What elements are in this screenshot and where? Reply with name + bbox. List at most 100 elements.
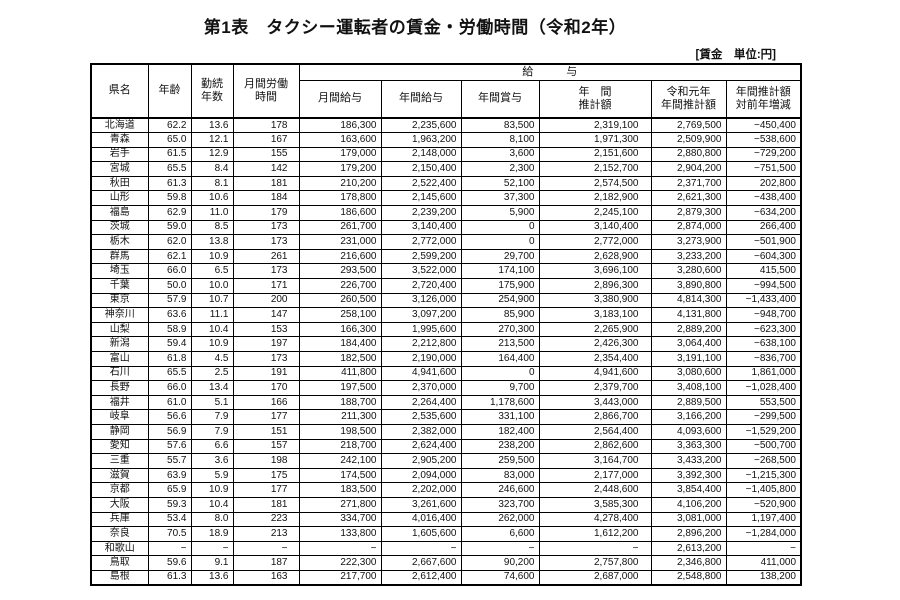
cell-estimate: 2,862,600	[538, 438, 652, 455]
cell-estimate: 2,319,100	[538, 117, 652, 134]
cell-age: 62.9	[147, 205, 192, 221]
col-header-tenure: 勤続 年数	[190, 63, 234, 119]
cell-hours: 177	[232, 482, 300, 498]
cell-monthly: 186,600	[298, 205, 382, 221]
cell-tenure: 10.4	[190, 496, 234, 513]
cell-annual: 2,612,400	[380, 569, 462, 586]
cell-monthly: −	[298, 540, 382, 557]
cell-estimate: 2,866,700	[538, 409, 652, 425]
cell-bonus: 182,400	[460, 423, 540, 440]
cell-tenure: 13.6	[190, 569, 234, 586]
cell-estimate: 3,443,000	[538, 394, 652, 411]
cell-hours: 181	[232, 175, 300, 192]
cell-yoy: −1,028,400	[725, 380, 802, 396]
cell-hours: 187	[232, 555, 300, 571]
cell-age: 62.1	[147, 248, 192, 265]
cell-yoy: −638,100	[725, 336, 802, 352]
cell-monthly: 216,600	[298, 248, 382, 265]
table-header: 県名 年齢 勤続 年数 月間労働 時間 給 与 月間給与 年間給与 年間賞与 年…	[90, 63, 802, 119]
cell-annual: 2,772,000	[380, 234, 462, 250]
cell-prev_estimate: 3,392,300	[650, 467, 727, 484]
cell-tenure: 12.9	[190, 146, 234, 163]
table-row: 奈良 70.5 18.9 213 133,800 1,605,600 6,600 1,612,…	[90, 526, 802, 542]
cell-prev_estimate: 4,131,800	[650, 307, 727, 323]
cell-estimate: 4,941,600	[538, 365, 652, 382]
cell-pref: 長野	[90, 380, 149, 396]
cell-annual: 3,261,600	[380, 496, 462, 513]
cell-hours: 191	[232, 365, 300, 382]
cell-annual: 2,624,400	[380, 438, 462, 455]
header-group-row: 県名 年齢 勤続 年数 月間労働 時間 給 与	[90, 63, 802, 119]
cell-tenure: 8.1	[190, 175, 234, 192]
cell-hours: 198	[232, 453, 300, 469]
cell-annual: 2,382,000	[380, 423, 462, 440]
cell-age: 65.5	[147, 161, 192, 177]
cell-estimate: 2,574,500	[538, 175, 652, 192]
cell-bonus: 74,600	[460, 569, 540, 586]
cell-hours: 173	[232, 263, 300, 280]
cell-estimate: 2,151,600	[538, 146, 652, 163]
col-header-yoy-change: 年間推計額 対前年増減	[725, 80, 802, 119]
cell-bonus: −	[460, 540, 540, 557]
cell-pref: 群馬	[90, 248, 149, 265]
cell-annual: 2,235,600	[380, 117, 462, 134]
cell-annual: 2,370,000	[380, 380, 462, 396]
cell-prev_estimate: 2,880,800	[650, 146, 727, 163]
cell-age: 65.5	[147, 365, 192, 382]
cell-tenure: 10.9	[190, 482, 234, 498]
cell-pref: 三重	[90, 453, 149, 469]
cell-bonus: 9,700	[460, 380, 540, 396]
cell-monthly: 184,400	[298, 336, 382, 352]
cell-monthly: 261,700	[298, 219, 382, 236]
cell-age: 59.8	[147, 190, 192, 207]
cell-prev_estimate: 3,233,200	[650, 248, 727, 265]
cell-prev_estimate: 3,064,400	[650, 336, 727, 352]
cell-pref: 山形	[90, 190, 149, 207]
cell-yoy: −994,500	[725, 278, 802, 294]
table-row: 島根 61.3 13.6 163 217,700 2,612,400 74,600 2,687…	[90, 569, 802, 586]
cell-prev_estimate: 2,896,200	[650, 526, 727, 542]
cell-pref: 大阪	[90, 496, 149, 513]
cell-yoy: −538,600	[725, 132, 802, 148]
col-group-salary: 給 与	[298, 63, 802, 81]
cell-yoy: −1,405,800	[725, 482, 802, 498]
cell-hours: 173	[232, 234, 300, 250]
cell-hours: 177	[232, 409, 300, 425]
cell-tenure: 11.1	[190, 307, 234, 323]
cell-estimate: 3,696,100	[538, 263, 652, 280]
cell-tenure: 7.9	[190, 409, 234, 425]
cell-estimate: 2,628,900	[538, 248, 652, 265]
cell-hours: 151	[232, 423, 300, 440]
cell-monthly: 211,300	[298, 409, 382, 425]
table-row: 滋賀 63.9 5.9 175 174,500 2,094,000 83,000 2,177,…	[90, 467, 802, 484]
cell-pref: 福島	[90, 205, 149, 221]
cell-hours: 223	[232, 511, 300, 528]
cell-estimate: 2,182,900	[538, 190, 652, 207]
table-row: 北海道 62.2 13.6 178 186,300 2,235,600 83,500 2,31…	[90, 117, 802, 134]
col-header-prefecture: 県名	[90, 63, 149, 119]
cell-pref: 京都	[90, 482, 149, 498]
cell-pref: 静岡	[90, 423, 149, 440]
table-row: 岐阜 56.6 7.9 177 211,300 2,535,600 331,100 2,866…	[90, 409, 802, 425]
cell-monthly: 197,500	[298, 380, 382, 396]
table-row: 三重 55.7 3.6 198 242,100 2,905,200 259,500 3,164…	[90, 453, 802, 469]
cell-pref: 和歌山	[90, 540, 149, 557]
cell-tenure: 13.8	[190, 234, 234, 250]
cell-monthly: 293,500	[298, 263, 382, 280]
cell-age: 61.3	[147, 569, 192, 586]
cell-bonus: 8,100	[460, 132, 540, 148]
cell-annual: 2,264,400	[380, 394, 462, 411]
cell-age: 61.8	[147, 351, 192, 367]
cell-hours: 197	[232, 336, 300, 352]
cell-annual: 2,212,800	[380, 336, 462, 352]
cell-pref: 鳥取	[90, 555, 149, 571]
table-row: 埼玉 66.0 6.5 173 293,500 3,522,000 174,100 3,696…	[90, 263, 802, 280]
cell-tenure: 12.1	[190, 132, 234, 148]
cell-annual: 3,140,400	[380, 219, 462, 236]
cell-pref: 千葉	[90, 278, 149, 294]
cell-hours: 178	[232, 117, 300, 134]
cell-tenure: 8.4	[190, 161, 234, 177]
cell-age: 66.0	[147, 380, 192, 396]
col-header-monthly-salary: 月間給与	[298, 80, 382, 119]
cell-yoy: 202,800	[725, 175, 802, 192]
